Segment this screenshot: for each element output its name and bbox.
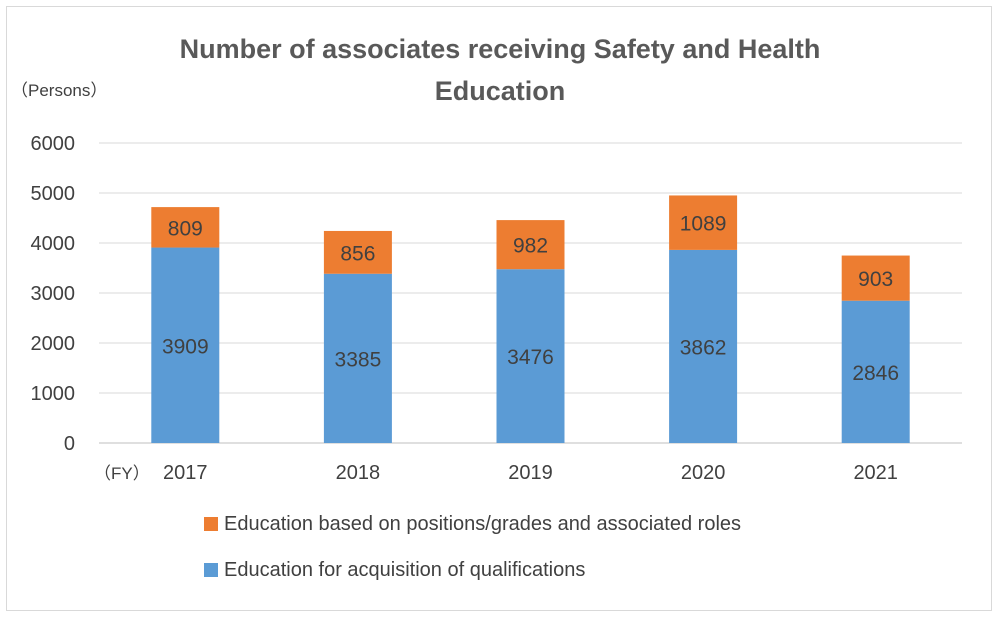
data-label: 2846 xyxy=(852,362,899,385)
data-label: 982 xyxy=(513,235,548,258)
data-label: 3476 xyxy=(507,346,554,369)
chart-title-line-1: Number of associates receiving Safety an… xyxy=(180,34,821,64)
y-axis-ticks: 0 1000 2000 3000 4000 5000 6000 xyxy=(31,133,76,455)
x-tick-label: 2019 xyxy=(508,462,553,484)
bar-segment-positions-2017 xyxy=(151,207,220,248)
data-label: 3862 xyxy=(680,336,727,359)
bar-segment-qualifications-2020 xyxy=(669,249,738,443)
data-label: 3909 xyxy=(162,335,209,358)
bar-segment-qualifications-2019 xyxy=(496,269,565,443)
bar-segment-qualifications-2021 xyxy=(841,300,910,443)
stacked-bar-chart: Number of associates receiving Safety an… xyxy=(11,34,962,581)
bar-segment-positions-2020 xyxy=(669,195,738,250)
x-tick-label: 2017 xyxy=(163,462,208,484)
legend-label: Education based on positions/grades and … xyxy=(224,513,741,535)
bar-segment-positions-2018 xyxy=(323,230,392,274)
y-tick-label: 4000 xyxy=(31,233,76,255)
y-tick-label: 3000 xyxy=(31,283,76,305)
bars: 3909 809 3385 856 3476 982 3862 1089 2846 903 xyxy=(151,195,910,443)
x-tick-label: 2020 xyxy=(681,462,726,484)
data-label: 1089 xyxy=(680,213,727,236)
legend: Education based on positions/grades and … xyxy=(204,513,741,581)
legend-label: Education for acquisition of qualificati… xyxy=(224,559,585,581)
chart-frame: Number of associates receiving Safety an… xyxy=(6,6,992,611)
y-tick-label: 2000 xyxy=(31,333,76,355)
x-tick-label: 2021 xyxy=(853,462,898,484)
bar-segment-positions-2021 xyxy=(841,255,910,301)
data-label: 3385 xyxy=(335,348,382,371)
x-axis-ticks: 2017 2018 2019 2020 2021 xyxy=(163,462,898,484)
chart-title: Number of associates receiving Safety an… xyxy=(180,34,821,106)
bar-segment-positions-2019 xyxy=(496,220,565,270)
data-label: 903 xyxy=(858,268,893,291)
data-label: 809 xyxy=(168,217,203,240)
legend-swatch xyxy=(204,517,218,531)
bar-segment-qualifications-2018 xyxy=(323,273,392,443)
y-axis-unit-label: （Persons） xyxy=(11,81,107,100)
chart-title-line-2: Education xyxy=(435,76,566,106)
bar-segment-qualifications-2017 xyxy=(151,247,220,443)
y-tick-label: 5000 xyxy=(31,183,76,205)
legend-swatch xyxy=(204,563,218,577)
y-tick-label: 1000 xyxy=(31,383,76,405)
x-axis-unit-label: （FY） xyxy=(94,464,150,483)
y-tick-label: 0 xyxy=(64,433,75,455)
data-label: 856 xyxy=(340,242,375,265)
y-tick-label: 6000 xyxy=(31,133,76,155)
x-tick-label: 2018 xyxy=(336,462,381,484)
